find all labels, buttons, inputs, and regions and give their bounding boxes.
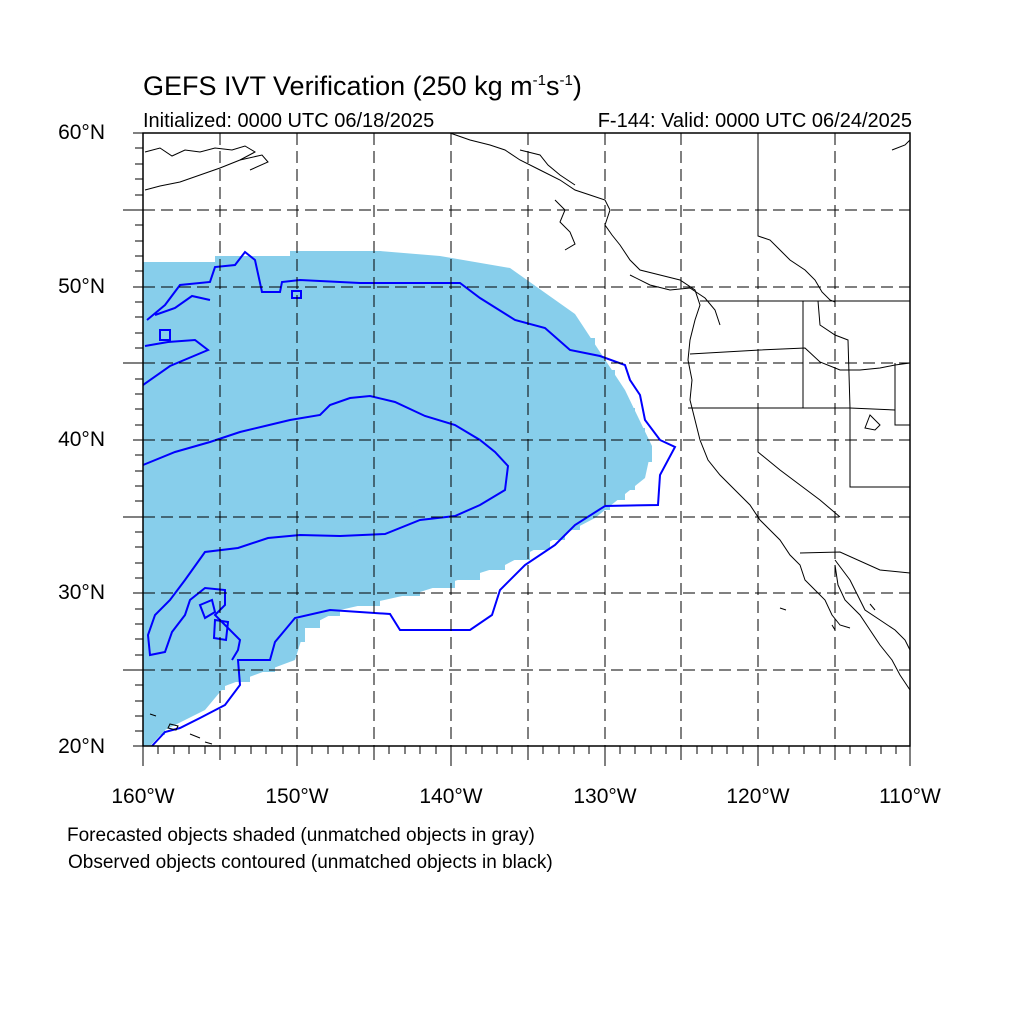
observed-legend-note: Observed objects contoured (unmatched ob… <box>68 852 553 873</box>
political-borders <box>688 133 911 574</box>
lat-label-40n: 40°N <box>58 428 105 451</box>
observed-object-islands <box>159 329 230 642</box>
lon-label-160w: 160°W <box>111 785 175 808</box>
lat-label-60n: 60°N <box>58 121 105 144</box>
valid-time: F-144: Valid: 0000 UTC 06/24/2025 <box>597 110 912 132</box>
lon-label-130w: 130°W <box>573 785 637 808</box>
lat-label-20n: 20°N <box>58 735 105 758</box>
lat-label-30n: 30°N <box>58 581 105 604</box>
forecast-object-shaded-main <box>143 251 652 746</box>
initialized-time: Initialized: 0000 UTC 06/18/2025 <box>143 110 435 132</box>
axis-ticks <box>123 132 911 766</box>
lon-label-150w: 150°W <box>265 785 329 808</box>
lon-label-110w: 110°W <box>879 785 941 808</box>
coastlines <box>144 132 911 745</box>
grid-lines <box>143 133 910 746</box>
lat-label-50n: 50°N <box>58 275 105 298</box>
map-title: GEFS IVT Verification (250 kg m-1s-1) <box>143 71 582 101</box>
lon-label-120w: 120°W <box>726 785 790 808</box>
lon-label-140w: 140°W <box>419 785 483 808</box>
forecast-legend-note: Forecasted objects shaded (unmatched obj… <box>67 825 535 846</box>
observed-object-contour <box>142 250 677 747</box>
